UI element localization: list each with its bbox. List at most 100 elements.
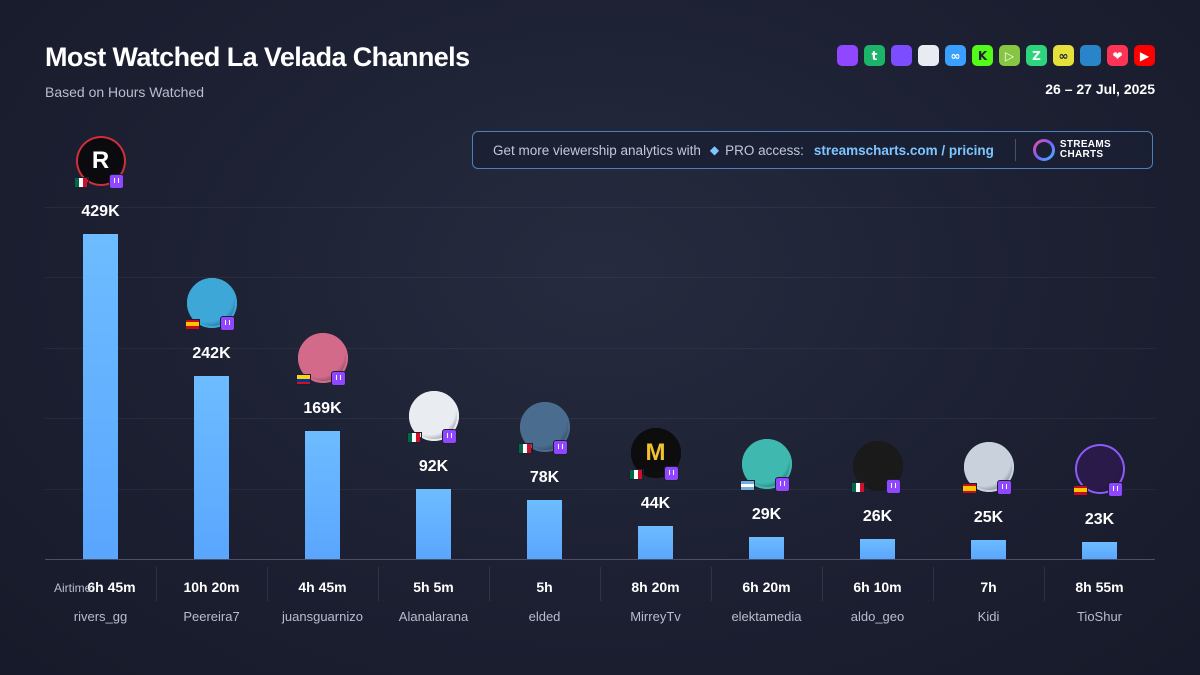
airtime-value: 6h 45m	[87, 579, 136, 595]
gridline	[45, 488, 1155, 490]
column-separator	[267, 567, 268, 601]
twitch-icon	[441, 429, 457, 445]
steam-icon	[1080, 45, 1101, 66]
promo-text: Get more viewership analytics with	[493, 142, 701, 158]
bar-Alanalarana	[416, 489, 451, 559]
value-label: 23K	[1084, 510, 1115, 528]
channel-name: MirreyTv	[630, 609, 681, 624]
channel-name: Alanalarana	[398, 609, 469, 624]
bar-rivers_gg	[83, 233, 118, 559]
flag-mx-icon	[850, 482, 866, 494]
pricing-link[interactable]: streamscharts.com / pricing	[813, 142, 994, 158]
column-separator	[822, 567, 823, 601]
value-label: 242K	[192, 344, 231, 362]
flag-ar-icon	[739, 480, 755, 492]
rumble-icon: ▷	[999, 45, 1020, 66]
streams-charts-logo[interactable]: STREAMS CHARTS	[1033, 139, 1111, 161]
channel-avatar[interactable]	[1072, 443, 1125, 497]
airtime-value: 5h 5m	[413, 579, 454, 595]
avatar-logo: R	[91, 146, 110, 174]
value-label: 26K	[862, 508, 893, 526]
airtime-value: 8h 55m	[1075, 579, 1124, 595]
value-label: 25K	[973, 509, 1004, 527]
twitch-icon	[837, 45, 858, 66]
channel-avatar[interactable]	[961, 442, 1014, 496]
promo-divider	[1014, 139, 1016, 161]
airtime-value: 6h 10m	[853, 579, 902, 595]
twitch-icon	[552, 439, 568, 455]
flag-mx-icon	[517, 442, 533, 454]
gridline	[45, 347, 1155, 349]
youtube-icon: ▶	[1134, 45, 1155, 66]
chart-subtitle: Based on Hours Watched	[45, 84, 205, 100]
column-separator	[1044, 567, 1045, 601]
twitch-icon	[663, 465, 679, 481]
channel-avatar[interactable]	[739, 439, 792, 493]
bar-Kidi	[971, 540, 1006, 559]
heart-icon: ❤	[1107, 45, 1128, 66]
column-separator	[489, 567, 490, 601]
bar-aldo_geo	[860, 539, 895, 559]
column-separator	[600, 567, 601, 601]
channel-avatar[interactable]	[406, 391, 459, 445]
airtime-label: Airtime:	[54, 581, 95, 595]
value-label: 78K	[529, 468, 560, 486]
twitch-icon	[774, 477, 790, 493]
value-label: 429K	[81, 202, 120, 220]
bar-juansguarnizo	[305, 430, 340, 559]
flag-es-icon	[1072, 484, 1088, 496]
diamond-icon: ◆	[709, 143, 720, 157]
channel-name: juansguarnizo	[282, 609, 363, 624]
column-separator	[711, 567, 712, 601]
twitch-icon	[108, 173, 124, 189]
channel-avatar[interactable]	[517, 401, 570, 455]
channel-avatar[interactable]	[184, 277, 237, 331]
airtime-value: 6h 20m	[742, 579, 791, 595]
zuzu-icon: Z	[1026, 45, 1047, 66]
twitch-icon	[996, 480, 1012, 496]
brand-name: STREAMS CHARTS	[1060, 140, 1111, 160]
value-label: 29K	[751, 506, 782, 524]
channel-avatar[interactable]: M	[628, 427, 681, 481]
brand-name-line1: STREAMS	[1059, 139, 1111, 150]
channel-avatar[interactable]: R	[73, 135, 126, 189]
channel-avatar[interactable]	[850, 441, 903, 495]
channel-name: elektamedia	[731, 609, 802, 624]
promo-pro-label: PRO access:	[725, 142, 804, 158]
channel-name: TioShur	[1076, 609, 1123, 624]
airtime-value: 5h	[536, 579, 553, 595]
trovo-icon: t	[864, 45, 885, 66]
bar-Peereira7	[194, 375, 229, 559]
flag-mx-icon	[73, 176, 89, 188]
flag-mx-icon	[406, 432, 422, 444]
platform-icons: t ∞ K ▷ Z ∞ ❤ ▶	[837, 45, 1155, 66]
flag-co-icon	[295, 373, 311, 385]
value-label: 169K	[303, 399, 342, 417]
gridline	[45, 206, 1155, 208]
flag-es-icon	[961, 483, 977, 495]
promo-banner[interactable]: Get more viewership analytics with ◆ PRO…	[472, 131, 1153, 169]
avatar-logo: M	[645, 438, 666, 466]
gridline	[45, 418, 1155, 419]
streams-charts-logo-icon	[1033, 139, 1055, 161]
ghost-icon	[918, 45, 939, 66]
airtime-value: 4h 45m	[298, 579, 347, 595]
bar-elektamedia	[749, 537, 784, 559]
channel-name: elded	[528, 609, 561, 624]
twitch-icon	[1107, 481, 1123, 497]
twitch-icon	[885, 479, 901, 495]
twitch-icon	[330, 370, 346, 386]
value-label: 44K	[640, 494, 671, 512]
bar-TioShur	[1082, 541, 1117, 559]
brand-name-line2: CHARTS	[1059, 149, 1104, 160]
chart-baseline	[45, 559, 1155, 560]
channel-avatar[interactable]	[295, 332, 348, 386]
channel-name: Kidi	[977, 609, 1000, 624]
flag-es-icon	[184, 318, 200, 330]
airtime-value: 8h 20m	[631, 579, 680, 595]
channel-name: aldo_geo	[850, 609, 905, 624]
column-separator	[378, 567, 379, 601]
flag-mx-icon	[628, 468, 644, 480]
chart-title: Most Watched La Velada Channels	[45, 42, 470, 72]
infinity-blue-icon: ∞	[945, 45, 966, 66]
